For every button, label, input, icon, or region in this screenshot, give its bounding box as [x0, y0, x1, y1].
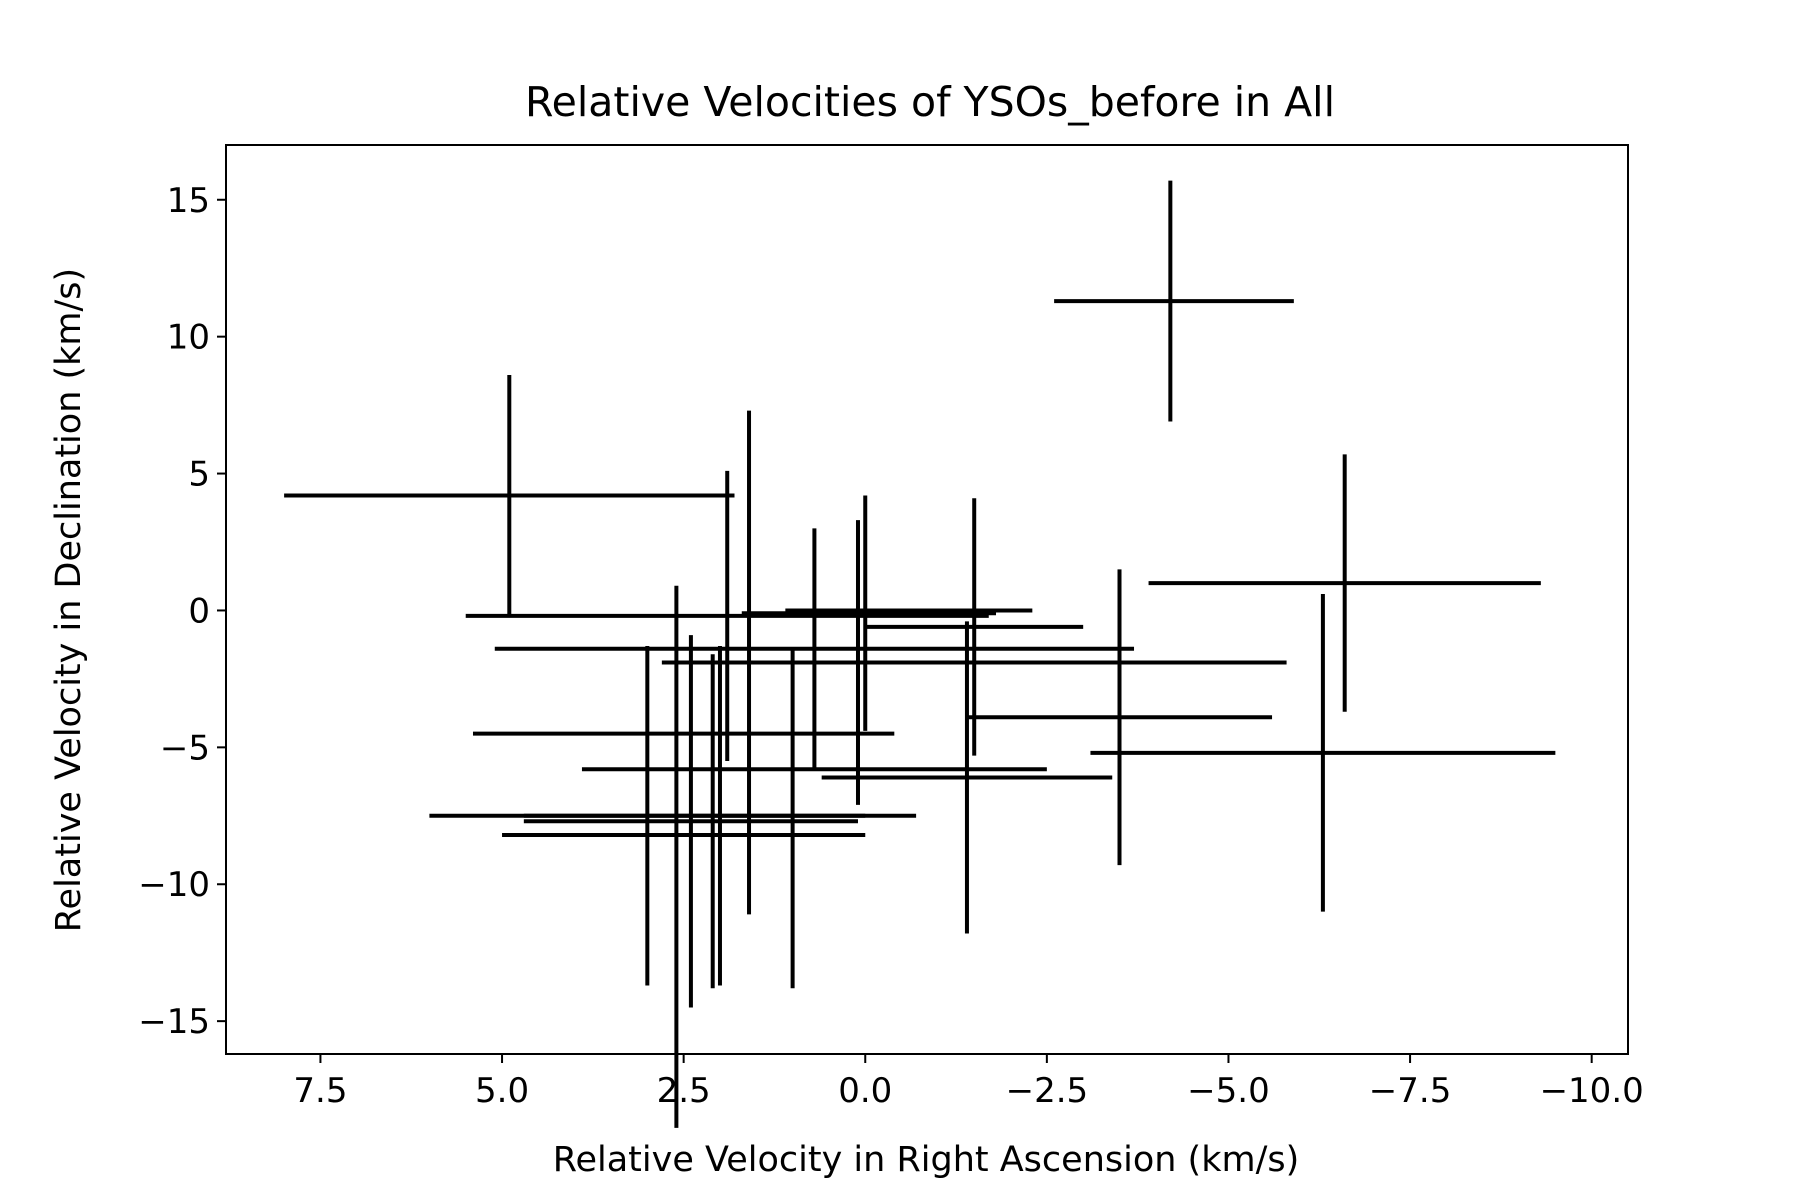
data-point-19 [523, 646, 917, 986]
y-tick-label-1: 15 [167, 181, 210, 221]
x-tick-label-4: 0.0 [838, 1071, 892, 1111]
chart-title: Relative Velocities of YSOs_before in Al… [525, 78, 1335, 126]
data-point-3 [1148, 454, 1541, 712]
x-tick-label-8: −10.0 [1540, 1071, 1644, 1111]
data-point-16 [1090, 594, 1556, 912]
x-tick-label-6: −5.0 [1187, 1071, 1270, 1111]
data-point-17 [821, 621, 1113, 934]
data-point-1 [1054, 180, 1294, 422]
data-point-20 [523, 635, 858, 1008]
x-axis-ticks: 7.5 5.0 2.5 0.0 −2.5 −5.0 −7.5 −10.0 [293, 1054, 1644, 1111]
data-point-2 [284, 374, 735, 616]
data-point-8 [494, 528, 1135, 770]
y-tick-label-7: −15 [138, 1002, 210, 1042]
data-point-13 [966, 569, 1273, 866]
error-bar-marks [284, 180, 1556, 1128]
y-axis-ticks: 15 10 5 0 −5 −10 −15 [138, 181, 226, 1042]
data-point-5 [741, 495, 997, 731]
x-tick-label-5: −2.5 [1006, 1071, 1089, 1111]
x-axis-label: Relative Velocity in Right Ascension (km… [553, 1140, 1300, 1180]
y-tick-label-4: 0 [188, 591, 210, 631]
data-point-4 [465, 470, 989, 762]
y-tick-label-6: −10 [138, 865, 210, 905]
x-tick-label-1: 7.5 [293, 1071, 347, 1111]
data-point-9 [865, 498, 1084, 756]
y-tick-label-5: −5 [160, 728, 210, 768]
x-tick-label-2: 5.0 [475, 1071, 529, 1111]
y-axis-label: Relative Velocity in Declination (km/s) [49, 268, 89, 932]
x-tick-label-7: −7.5 [1369, 1071, 1452, 1111]
y-tick-label-2: 10 [167, 318, 210, 358]
plot-frame [225, 144, 1629, 1055]
y-tick-label-3: 5 [188, 455, 210, 495]
x-tick-label-3: 2.5 [657, 1071, 711, 1111]
